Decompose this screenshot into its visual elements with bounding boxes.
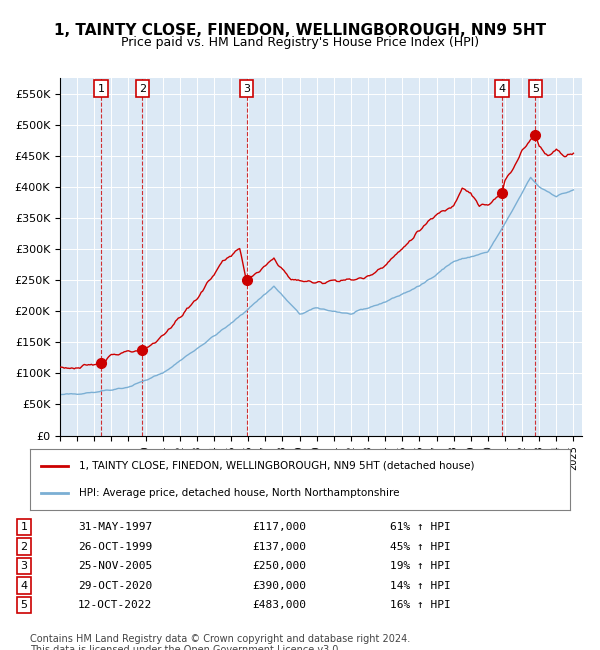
Text: £137,000: £137,000 [252,541,306,552]
Text: 16% ↑ HPI: 16% ↑ HPI [390,600,451,610]
Text: 3: 3 [20,561,28,571]
Text: 26-OCT-1999: 26-OCT-1999 [78,541,152,552]
Text: 31-MAY-1997: 31-MAY-1997 [78,522,152,532]
Text: 12-OCT-2022: 12-OCT-2022 [78,600,152,610]
Text: 2: 2 [20,541,28,552]
Text: £250,000: £250,000 [252,561,306,571]
Text: 1, TAINTY CLOSE, FINEDON, WELLINGBOROUGH, NN9 5HT (detached house): 1, TAINTY CLOSE, FINEDON, WELLINGBOROUGH… [79,461,474,471]
Text: 1, TAINTY CLOSE, FINEDON, WELLINGBOROUGH, NN9 5HT: 1, TAINTY CLOSE, FINEDON, WELLINGBOROUGH… [54,23,546,38]
Text: 4: 4 [20,580,28,591]
Text: Price paid vs. HM Land Registry's House Price Index (HPI): Price paid vs. HM Land Registry's House … [121,36,479,49]
Text: 2: 2 [139,84,146,94]
Text: 14% ↑ HPI: 14% ↑ HPI [390,580,451,591]
Text: 5: 5 [532,84,539,94]
Text: 61% ↑ HPI: 61% ↑ HPI [390,522,451,532]
Text: 19% ↑ HPI: 19% ↑ HPI [390,561,451,571]
Text: 1: 1 [98,84,105,94]
Text: 29-OCT-2020: 29-OCT-2020 [78,580,152,591]
Text: 25-NOV-2005: 25-NOV-2005 [78,561,152,571]
Text: £483,000: £483,000 [252,600,306,610]
Text: 1: 1 [20,522,28,532]
Text: HPI: Average price, detached house, North Northamptonshire: HPI: Average price, detached house, Nort… [79,488,399,498]
Text: 4: 4 [499,84,506,94]
Text: £390,000: £390,000 [252,580,306,591]
Text: 5: 5 [20,600,28,610]
Text: Contains HM Land Registry data © Crown copyright and database right 2024.
This d: Contains HM Land Registry data © Crown c… [30,634,410,650]
Text: £117,000: £117,000 [252,522,306,532]
Text: 3: 3 [243,84,250,94]
Text: 45% ↑ HPI: 45% ↑ HPI [390,541,451,552]
